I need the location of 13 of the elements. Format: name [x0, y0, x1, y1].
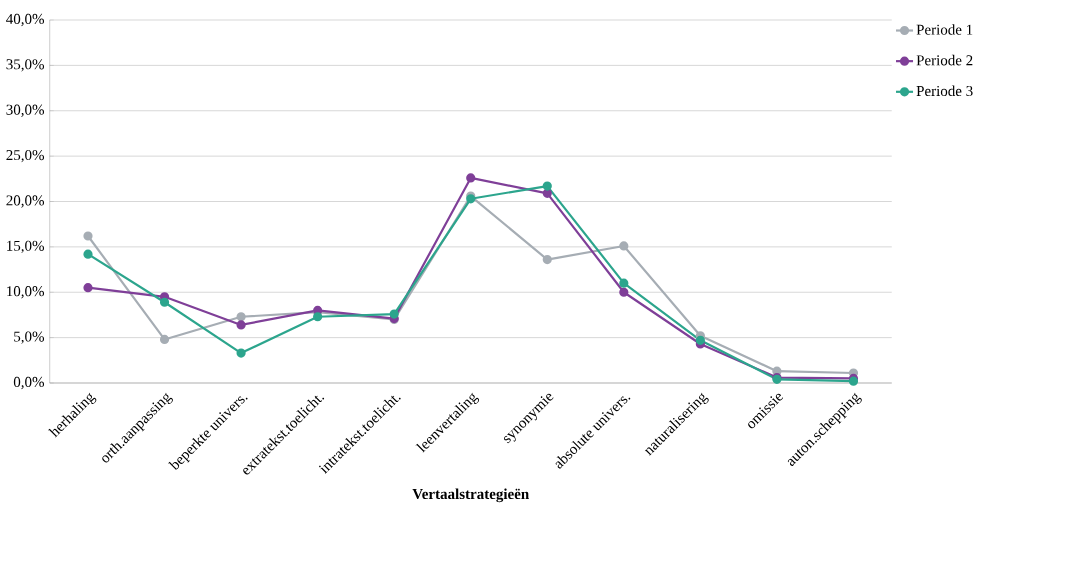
y-tick-label: 40,0% — [6, 13, 45, 27]
y-tick-label: 15,0% — [7, 240, 45, 254]
y-tick-label: 5,0% — [14, 331, 45, 344]
legend-label: Periode 1 — [916, 24, 973, 35]
y-tick-label: 20,0% — [6, 195, 45, 208]
legend-label: Periode 2 — [916, 54, 973, 66]
legend-label: Periode 3 — [916, 85, 973, 97]
y-tick-label: 30,0% — [6, 104, 45, 117]
y-tick-label: 35,0% — [6, 59, 45, 72]
y-tick-label: 25,0% — [6, 149, 45, 163]
x-axis-title: Vertaalstrategieën — [412, 488, 529, 503]
y-tick-label: 0,0% — [13, 376, 45, 390]
y-tick-label: 10,0% — [7, 286, 45, 299]
